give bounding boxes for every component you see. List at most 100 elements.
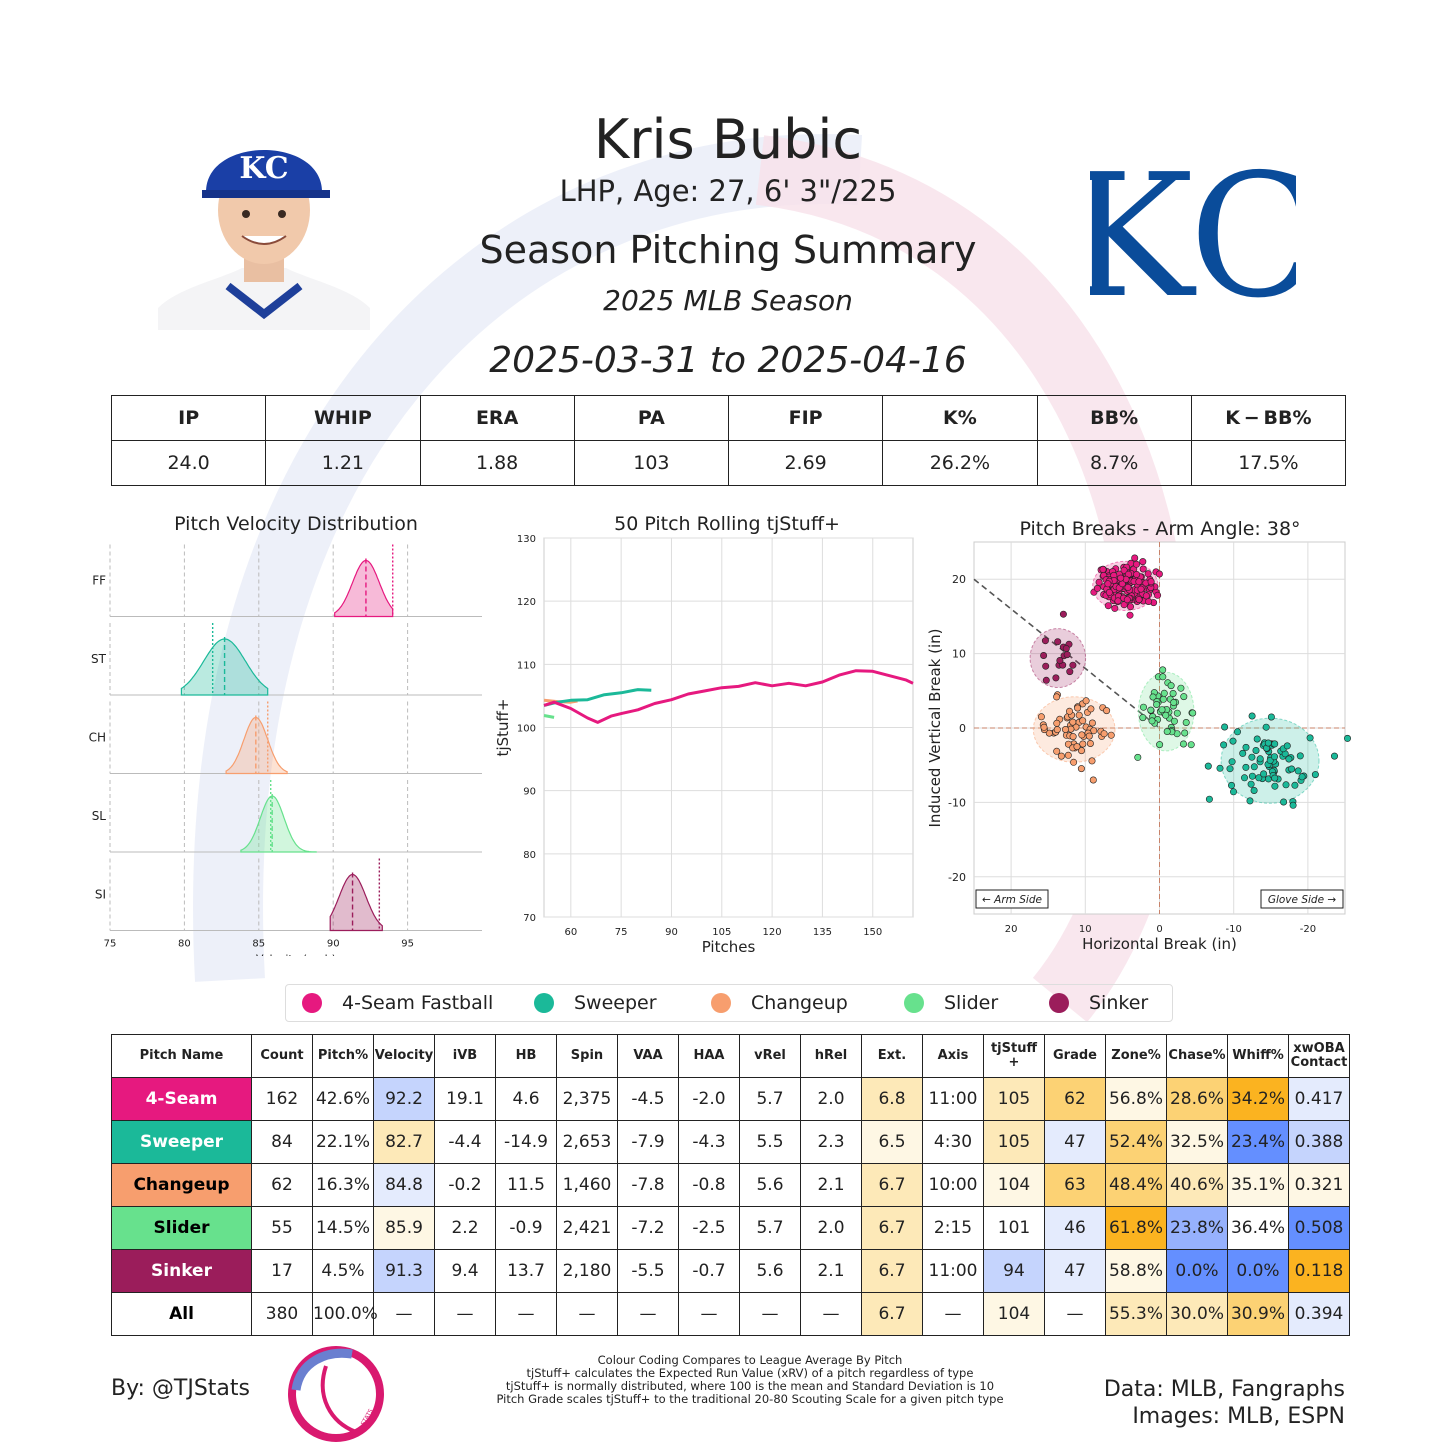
breaks-point-ff xyxy=(1124,583,1132,591)
pitch-metric-cell: 380 xyxy=(251,1292,313,1336)
velocity-row-label: FF xyxy=(92,574,106,588)
breaks-point-sl xyxy=(1159,666,1167,674)
breaks-point-sl xyxy=(1139,714,1147,722)
pitch-metric-cell: 42.6% xyxy=(312,1077,374,1121)
pitch-metric-cell: -4.3 xyxy=(678,1120,740,1164)
breaks-point-ff xyxy=(1133,560,1141,568)
pitch-metric-cell: -7.9 xyxy=(617,1120,679,1164)
breaks-point-si xyxy=(1069,661,1077,669)
tjstats-logo: STATS xyxy=(288,1346,384,1442)
data-source: Data: MLB, Fangraphs xyxy=(1103,1377,1345,1402)
footer-note-line: tjStuff+ is normally distributed, where … xyxy=(505,1379,995,1393)
pitch-metric-cell: 0.118 xyxy=(1288,1249,1350,1293)
pitch-metric-cell: 2.3 xyxy=(800,1120,862,1164)
pitch-metric-cell: 104 xyxy=(983,1163,1045,1207)
pitch-metric-cell: 5.6 xyxy=(739,1163,801,1207)
velocity-chart-title: Pitch Velocity Distribution xyxy=(174,513,418,535)
pitch-table-header-cell: VAA xyxy=(617,1034,679,1078)
pitch-table-header-cell: HAA xyxy=(678,1034,740,1078)
pitch-name-cell: Slider xyxy=(111,1206,252,1250)
breaks-x-tick: 20 xyxy=(1005,924,1018,935)
footer-note-line: Colour Coding Compares to League Average… xyxy=(597,1353,903,1367)
pitch-metric-cell: 23.8% xyxy=(1166,1206,1228,1250)
pitch-table-header-cell: Zone% xyxy=(1105,1034,1167,1078)
pitch-metric-cell: 17 xyxy=(251,1249,313,1293)
breaks-point-ff xyxy=(1126,611,1134,619)
breaks-point-ff xyxy=(1120,566,1128,574)
pitch-metric-cell: 19.1 xyxy=(434,1077,496,1121)
breaks-x-label: Horizontal Break (in) xyxy=(1082,935,1237,953)
breaks-point-ch xyxy=(1089,776,1097,784)
pitch-name-cell: Sinker xyxy=(111,1249,252,1293)
pitch-metric-cell: 84.8 xyxy=(373,1163,435,1207)
rolling-x-label: Pitches xyxy=(702,938,756,956)
breaks-point-ff xyxy=(1127,603,1135,611)
pitch-metric-cell: — xyxy=(678,1292,740,1336)
breaks-point-ch xyxy=(1082,697,1090,705)
pitch-metric-cell: -2.0 xyxy=(678,1077,740,1121)
pitch-table-header-cell: Pitch Name xyxy=(111,1034,252,1078)
breaks-point-si xyxy=(1059,610,1067,618)
rolling-x-tick: 120 xyxy=(763,927,782,938)
breaks-point-sl xyxy=(1163,728,1171,736)
breaks-x-tick: -20 xyxy=(1300,924,1316,935)
pitch-metric-cell: 0.0% xyxy=(1227,1249,1289,1293)
velocity-density-sl xyxy=(240,795,317,853)
images-source: Images: MLB, ESPN xyxy=(1132,1404,1345,1429)
breaks-point-ch xyxy=(1053,693,1061,701)
breaks-point-si xyxy=(1042,662,1050,670)
breaks-point-st xyxy=(1233,728,1241,736)
breaks-point-ch xyxy=(1078,731,1086,739)
pitch-metric-cell: 62 xyxy=(251,1163,313,1207)
rolling-y-tick: 80 xyxy=(523,850,536,861)
breaks-point-st xyxy=(1252,747,1260,755)
pitch-metric-cell: -4.5 xyxy=(617,1077,679,1121)
pitch-table-header-cell: vRel xyxy=(739,1034,801,1078)
breaks-point-st xyxy=(1248,712,1256,720)
breaks-point-ch xyxy=(1100,730,1108,738)
summary-value-cell: 1.88 xyxy=(419,440,575,486)
pitch-metric-cell: 52.4% xyxy=(1105,1120,1167,1164)
breaks-point-st xyxy=(1250,787,1258,795)
pitch-metric-cell: 55.3% xyxy=(1105,1292,1167,1336)
breaks-point-ch xyxy=(1077,765,1085,773)
pitch-metric-cell: 4.5% xyxy=(312,1249,374,1293)
breaks-point-st xyxy=(1246,797,1254,805)
pitch-metric-cell: 6.8 xyxy=(861,1077,923,1121)
legend-label: Sinker xyxy=(1089,992,1149,1014)
breaks-point-ch xyxy=(1085,732,1093,740)
pitch-metric-cell: 62 xyxy=(1044,1077,1106,1121)
pitch-metric-cell: 2,375 xyxy=(556,1077,618,1121)
breaks-point-st xyxy=(1240,774,1248,782)
breaks-point-sl xyxy=(1189,709,1197,717)
summary-header-cell: PA xyxy=(573,395,730,441)
breaks-point-st xyxy=(1229,788,1237,796)
pitch-metric-cell: — xyxy=(556,1292,618,1336)
breaks-point-ch xyxy=(1074,704,1082,712)
breaks-point-st xyxy=(1306,734,1314,742)
velocity-tick-label: 85 xyxy=(252,939,265,950)
velocity-row-ch: CH xyxy=(89,701,482,775)
breaks-point-ff xyxy=(1105,588,1113,596)
legend-label: Changeup xyxy=(751,992,848,1014)
breaks-point-st xyxy=(1283,742,1291,750)
velocity-row-sl: SL xyxy=(92,780,482,853)
legend-item: Changeup xyxy=(711,985,848,1021)
player-name: Kris Bubic xyxy=(593,108,863,171)
breaks-point-st xyxy=(1256,755,1264,763)
pitch-metric-cell: 0.321 xyxy=(1288,1163,1350,1207)
pitch-metric-cell: 94 xyxy=(983,1249,1045,1293)
pitch-metric-cell: 2.1 xyxy=(800,1249,862,1293)
breaks-point-st xyxy=(1285,755,1293,763)
summary-header-cell: ERA xyxy=(419,395,575,441)
breaks-point-st xyxy=(1242,763,1250,771)
breaks-point-sl xyxy=(1159,695,1167,703)
pitch-metric-cell: 2.0 xyxy=(800,1077,862,1121)
pitch-table-header-cell: iVB xyxy=(434,1034,496,1078)
breaks-point-si xyxy=(1062,645,1070,653)
breaks-y-tick: 20 xyxy=(952,573,966,586)
breaks-point-st xyxy=(1220,741,1228,749)
breaks-point-ch xyxy=(1053,747,1061,755)
pitch-table-header: Pitch Name Count Pitch% Velocity iVB HB Spin VA… xyxy=(111,1034,1350,1078)
breaks-point-ff xyxy=(1111,604,1119,612)
